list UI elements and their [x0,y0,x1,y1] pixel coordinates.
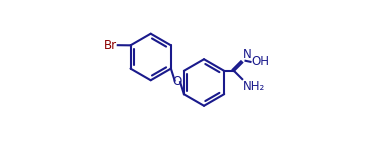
Text: O: O [173,75,182,88]
Text: NH₂: NH₂ [243,80,265,93]
Text: N: N [243,48,252,61]
Text: OH: OH [251,55,269,68]
Text: Br: Br [104,39,117,52]
